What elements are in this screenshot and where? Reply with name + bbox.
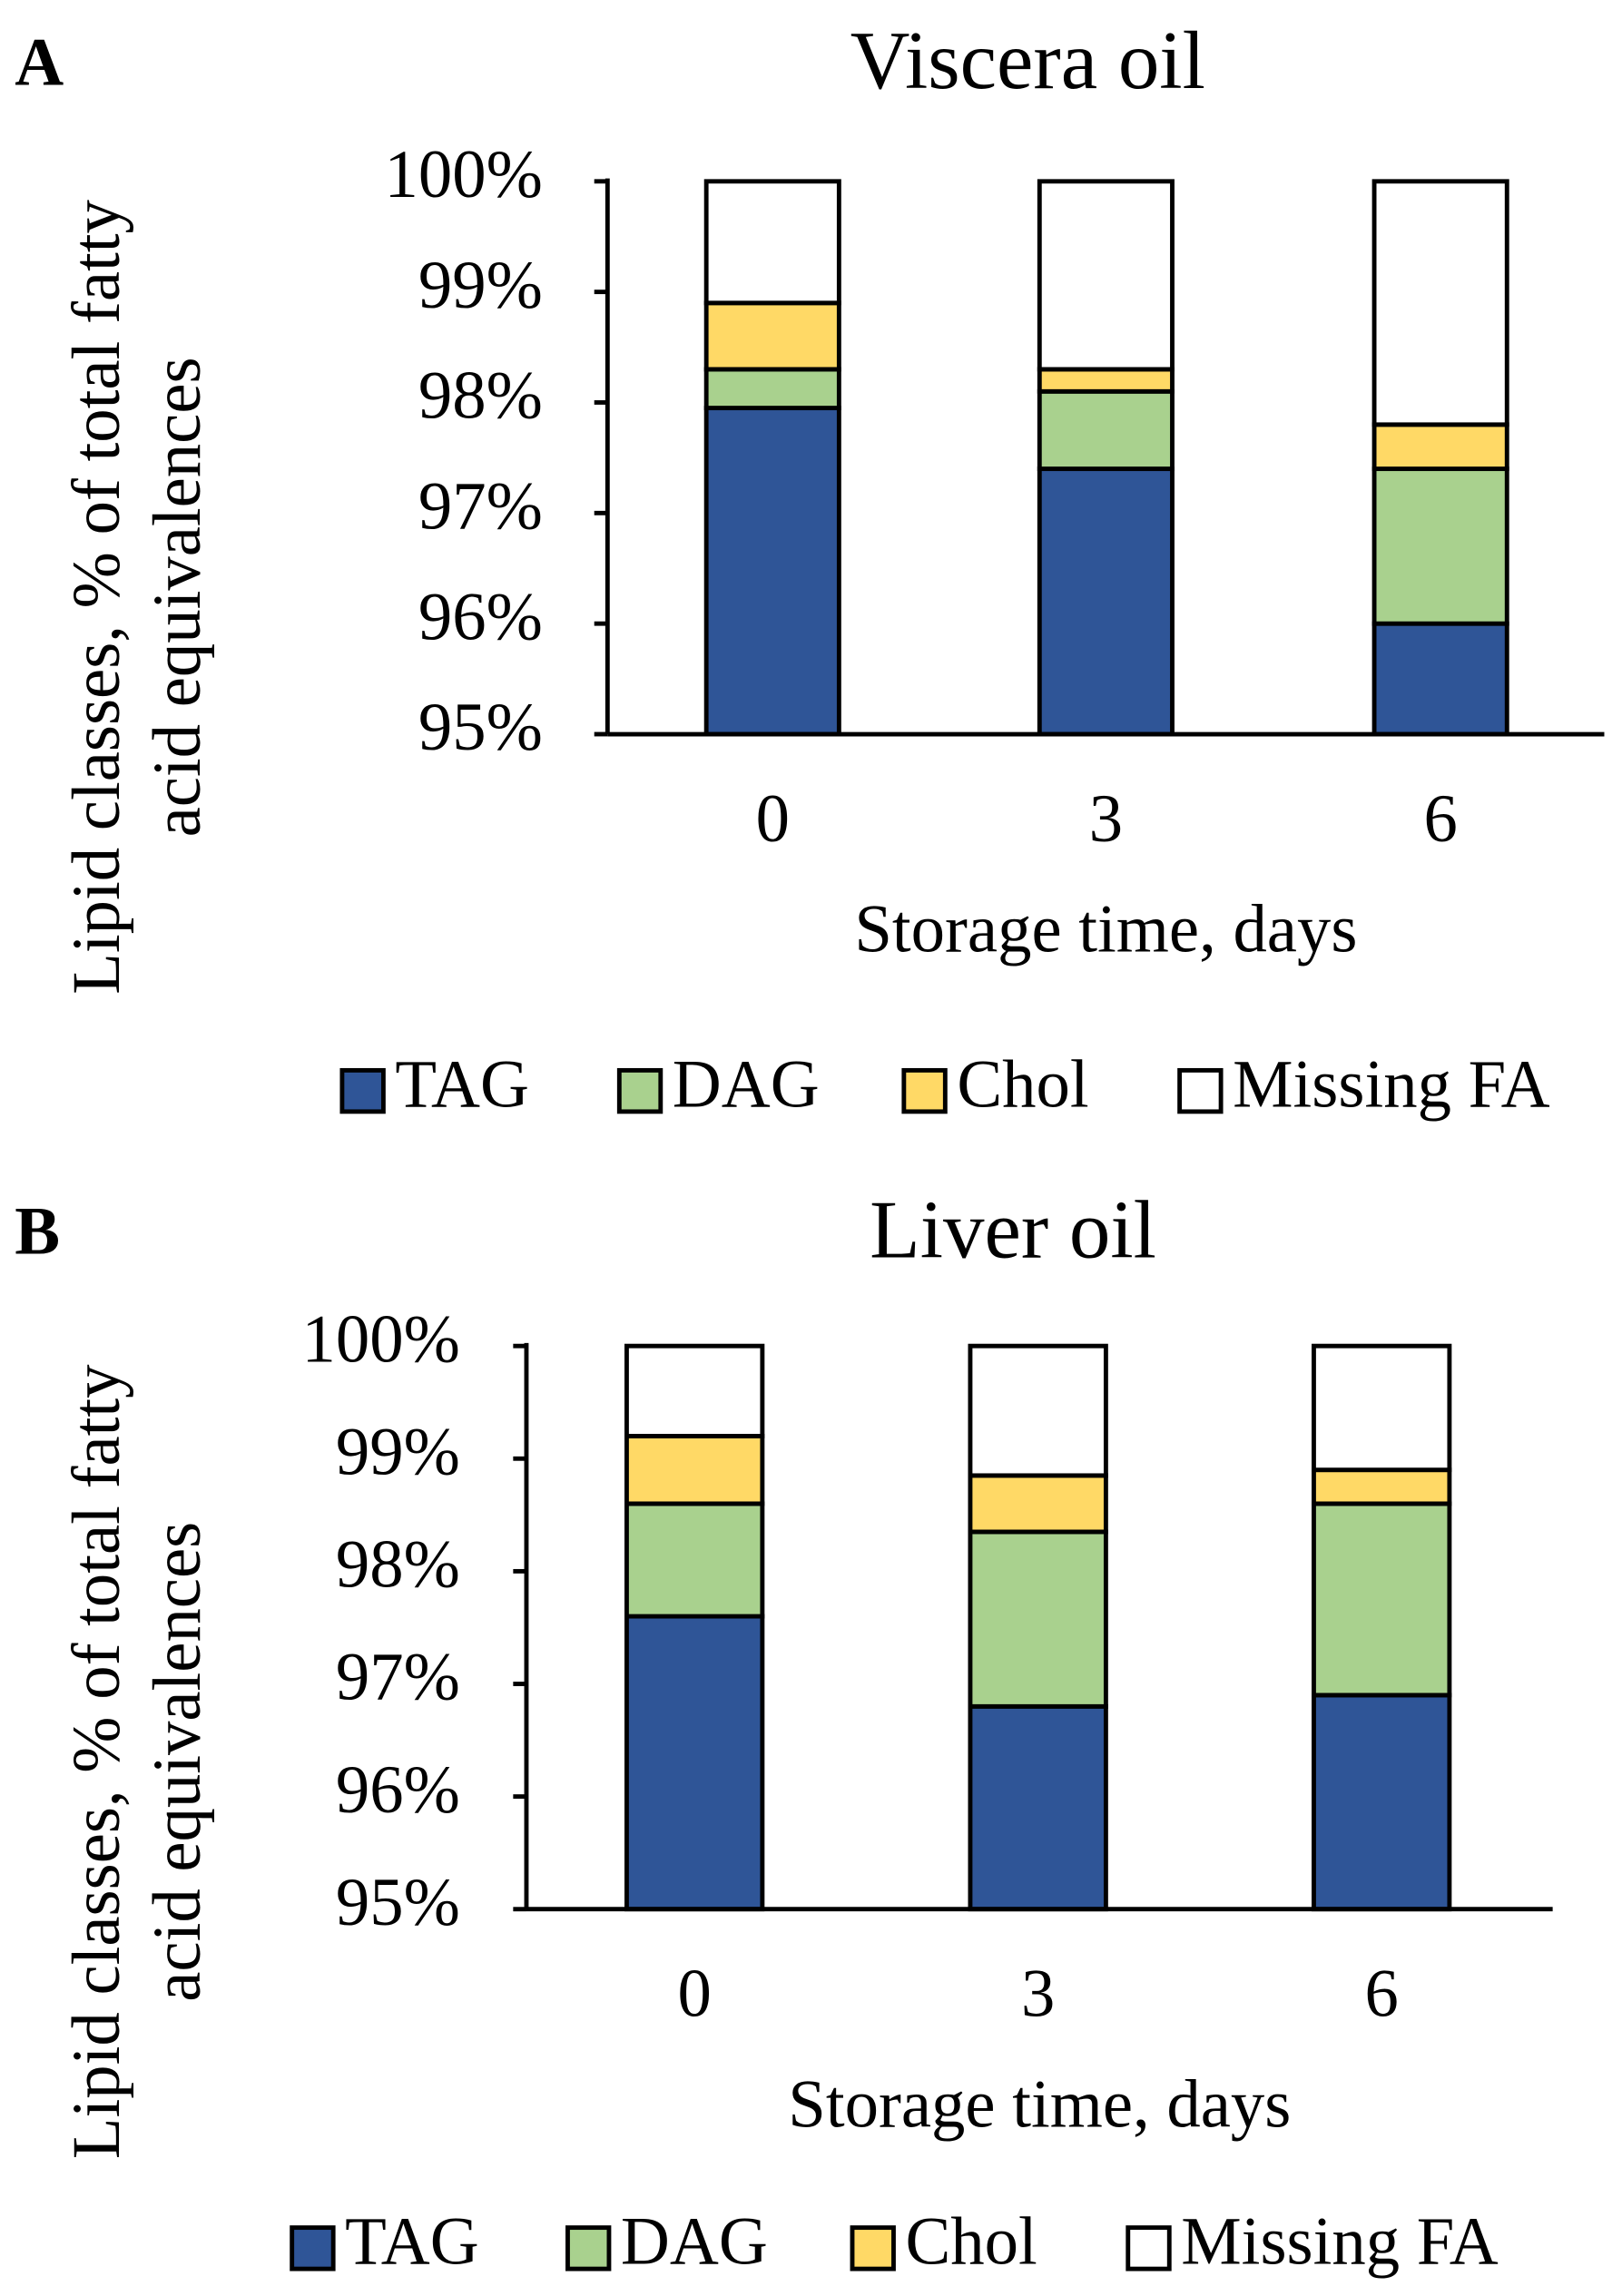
legend-swatch (901, 1067, 948, 1114)
legend-swatch (1177, 1067, 1224, 1114)
bar-segment (703, 179, 841, 306)
bar-segment (703, 300, 841, 372)
x-tick-label: 3 (1021, 1957, 1055, 2032)
legend-swatch (290, 2225, 336, 2271)
y-tick-label: 99% (336, 1414, 460, 1489)
y-tick-label: 98% (418, 358, 543, 434)
bar-segment (1371, 621, 1509, 737)
bar-segment (1312, 1467, 1452, 1506)
bar-segment (1037, 179, 1175, 372)
legend-swatch (1126, 2225, 1172, 2271)
panel-label: A (15, 25, 64, 100)
bar-segment (703, 406, 841, 737)
y-tick-label: 98% (336, 1527, 460, 1603)
bar-segment (1371, 466, 1509, 626)
y-tick-label: 95% (418, 690, 543, 765)
bar-segment (968, 1473, 1108, 1535)
y-tick-label: 100% (385, 137, 543, 212)
chart-title: Viscera oil (850, 15, 1205, 106)
x-axis-label: Storage time, days (854, 892, 1357, 967)
x-tick-label: 6 (1423, 781, 1457, 857)
legend-label: Chol (957, 1046, 1088, 1122)
bar-segment (1037, 466, 1175, 737)
legend-label: TAG (395, 1046, 529, 1122)
legend-swatch (339, 1067, 386, 1114)
bar-segment (703, 367, 841, 411)
x-tick-label: 0 (677, 1957, 711, 2032)
bar-segment (1312, 1693, 1452, 1912)
bar-segment (624, 1614, 765, 1912)
y-tick-label: 96% (418, 579, 543, 654)
y-tick-label: 99% (418, 248, 543, 323)
x-tick-label: 0 (756, 781, 790, 857)
bar-segment (968, 1529, 1108, 1709)
legend-label: DAG (621, 2204, 768, 2280)
bar-segment (1037, 367, 1175, 394)
bar-segment (968, 1703, 1108, 1912)
bar-segment (968, 1343, 1108, 1478)
x-axis-label: Storage time, days (788, 2066, 1291, 2142)
legend-label: Missing FA (1233, 1046, 1550, 1122)
panel-label: B (15, 1194, 60, 1270)
bar-segment (1371, 179, 1509, 427)
legend-swatch (616, 1067, 664, 1114)
y-tick-label: 100% (302, 1301, 460, 1377)
y-tick-label: 95% (336, 1865, 460, 1940)
legend-label: Chol (905, 2204, 1037, 2280)
y-axis-label: Lipid classes, % of total fatty (59, 199, 134, 994)
bar-segment (624, 1343, 765, 1438)
y-tick-label: 96% (336, 1752, 460, 1828)
chart-title: Liver oil (870, 1183, 1156, 1275)
bar-segment (624, 1501, 765, 1619)
legend-label: Missing FA (1181, 2204, 1499, 2280)
x-tick-label: 3 (1089, 781, 1123, 857)
legend-swatch (850, 2225, 896, 2271)
bar-segment (1312, 1501, 1452, 1698)
y-tick-label: 97% (336, 1640, 460, 1715)
bar-segment (624, 1434, 765, 1506)
bar-segment (1037, 388, 1175, 472)
y-axis-label: Lipid classes, % of total fatty (59, 1364, 134, 2159)
y-axis-label: acid equivalences (140, 1522, 215, 2002)
y-tick-label: 97% (418, 468, 543, 544)
x-tick-label: 6 (1365, 1957, 1399, 2032)
y-axis-label: acid equivalences (140, 357, 215, 837)
legend-label: DAG (673, 1046, 820, 1122)
bar-segment (1371, 422, 1509, 472)
bar-segment (1312, 1343, 1452, 1473)
legend-swatch (565, 2225, 612, 2271)
legend-label: TAG (345, 2204, 479, 2280)
